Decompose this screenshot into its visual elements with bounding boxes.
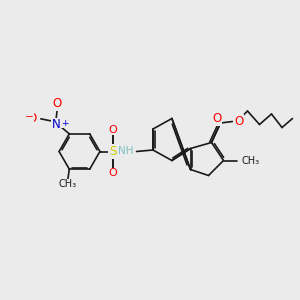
- Text: O: O: [108, 125, 117, 135]
- Text: +: +: [61, 119, 69, 128]
- Text: −: −: [25, 112, 34, 122]
- Text: O: O: [234, 115, 243, 128]
- Text: O: O: [27, 112, 36, 125]
- Text: O: O: [53, 97, 62, 110]
- Text: CH₃: CH₃: [59, 179, 77, 189]
- Text: NH: NH: [118, 146, 134, 157]
- Text: O: O: [212, 112, 221, 125]
- Text: O: O: [108, 168, 117, 178]
- Text: S: S: [109, 145, 116, 158]
- Text: CH₃: CH₃: [242, 155, 260, 166]
- Text: N: N: [51, 118, 60, 131]
